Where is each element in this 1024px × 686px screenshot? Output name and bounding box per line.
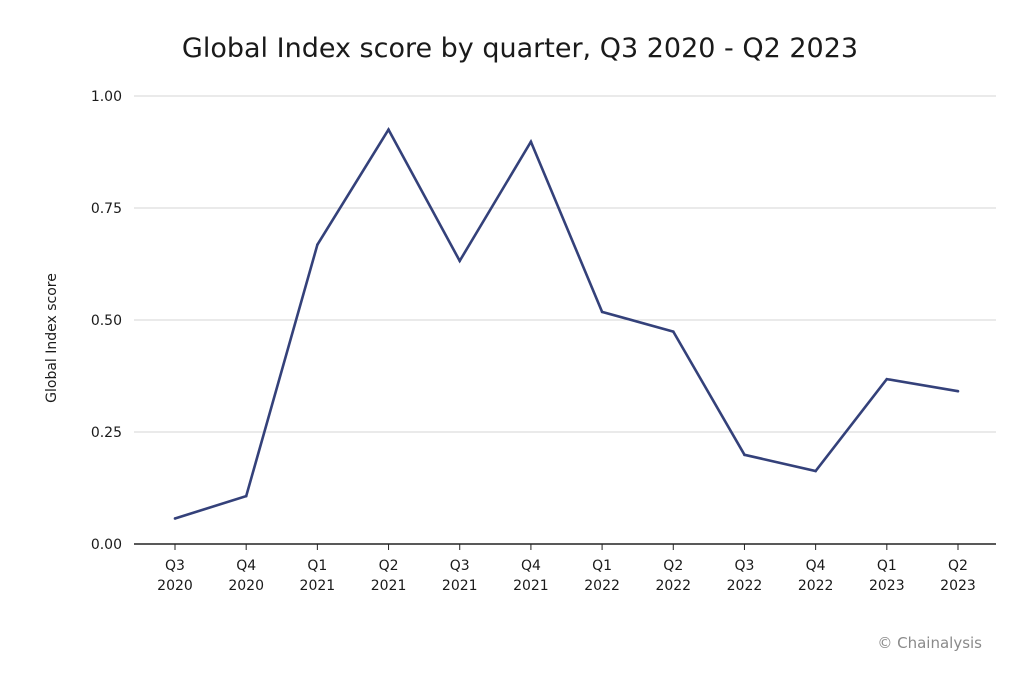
- x-tick-label-quarter: Q4: [521, 558, 541, 574]
- x-tick-label-quarter: Q2: [948, 558, 968, 574]
- x-tick-label-year: 2022: [798, 578, 834, 594]
- y-axis-label: Global Index score: [44, 273, 60, 403]
- x-tick-label-quarter: Q1: [877, 558, 897, 574]
- x-tick-label-quarter: Q4: [806, 558, 826, 574]
- x-tick-label-year: 2020: [228, 578, 264, 594]
- gridlines: [134, 95, 996, 433]
- x-tick-label-quarter: Q1: [307, 558, 327, 574]
- data-point: [743, 453, 746, 457]
- y-tick-label: 1.00: [91, 89, 122, 105]
- data-point: [814, 469, 817, 473]
- data-point: [244, 494, 248, 498]
- y-tick-label: 0.25: [91, 425, 122, 441]
- chart-title: Global Index score by quarter, Q3 2020 -…: [182, 33, 858, 64]
- x-tick-label-quarter: Q4: [236, 558, 256, 574]
- x-axis-ticks: Q3 2020 Q4 2020 Q1 2021 Q2 2021 Q3 2021 Q4 2021 Q1 20…: [157, 544, 976, 594]
- y-tick-label: 0.00: [91, 537, 122, 553]
- y-tick-label: 0.50: [91, 313, 122, 329]
- data-point: [885, 377, 889, 381]
- data-point: [387, 128, 390, 131]
- x-tick-label-quarter: Q3: [165, 558, 185, 574]
- x-tick-label-year: 2022: [727, 578, 763, 594]
- x-tick-label-quarter: Q2: [663, 558, 683, 574]
- x-tick-label-year: 2021: [442, 578, 478, 594]
- x-tick-label-year: 2023: [940, 578, 976, 594]
- series-layer: [173, 127, 960, 520]
- series-line: [174, 127, 959, 520]
- data-point: [173, 517, 177, 520]
- x-tick-label-year: 2021: [513, 578, 549, 594]
- x-tick-label-quarter: Q1: [592, 558, 612, 574]
- x-tick-label-year: 2021: [300, 578, 336, 594]
- y-axis-ticks: 0.00 0.25 0.50 0.75 1.00: [91, 89, 122, 553]
- x-tick-label-quarter: Q2: [379, 558, 399, 574]
- data-point: [316, 243, 319, 247]
- data-point: [529, 140, 533, 143]
- x-tick-label-quarter: Q3: [450, 558, 470, 574]
- x-tick-label-year: 2022: [655, 578, 691, 594]
- y-tick-label: 0.75: [91, 201, 122, 217]
- x-tick-label-year: 2022: [584, 578, 620, 594]
- x-tick-label-year: 2021: [371, 578, 407, 594]
- data-point: [458, 259, 462, 263]
- source-credit: © Chainalysis: [877, 634, 982, 652]
- data-point: [600, 310, 604, 314]
- data-point: [956, 389, 960, 393]
- x-tick-label-year: 2023: [869, 578, 905, 594]
- x-tick-label-quarter: Q3: [734, 558, 754, 574]
- x-tick-label-year: 2020: [157, 578, 193, 594]
- data-point: [671, 330, 675, 333]
